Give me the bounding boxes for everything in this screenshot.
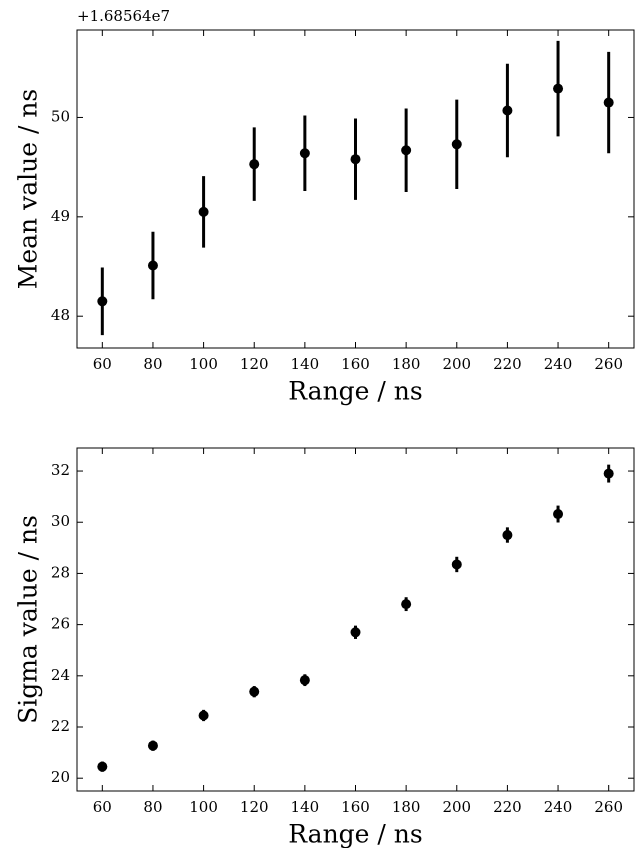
y-tick-label: 49 [51, 207, 70, 225]
data-point [350, 154, 361, 165]
x-axis-label: Range / ns [288, 377, 422, 406]
y-axis-label: Sigma value / ns [14, 515, 43, 724]
data-point [350, 627, 361, 638]
x-tick-label: 140 [291, 798, 320, 816]
x-tick-label: 120 [240, 355, 269, 373]
y-tick-label: 48 [51, 306, 70, 324]
x-tick-label: 140 [291, 355, 320, 373]
data-point [553, 83, 564, 94]
y-axis-label: Mean value / ns [14, 89, 43, 290]
data-point [97, 296, 108, 307]
x-tick-label: 240 [544, 355, 573, 373]
data-point [147, 740, 158, 751]
x-axis-label: Range / ns [288, 820, 422, 848]
data-point [147, 260, 158, 271]
data-point [198, 710, 209, 721]
data-point [401, 599, 412, 610]
data-point [451, 139, 462, 150]
data-point [603, 468, 614, 479]
y-tick-label: 28 [51, 563, 70, 581]
data-point [451, 559, 462, 570]
y-tick-label: 32 [51, 461, 70, 479]
data-point [249, 159, 260, 170]
x-tick-label: 260 [594, 355, 623, 373]
data-point [603, 97, 614, 108]
data-point [299, 148, 310, 159]
x-tick-label: 180 [392, 355, 421, 373]
x-tick-label: 220 [493, 355, 522, 373]
y-tick-label: 26 [51, 615, 70, 633]
plot-frame [76, 447, 635, 792]
data-point [97, 761, 108, 772]
plot-frame [76, 29, 635, 349]
x-tick-label: 160 [341, 355, 370, 373]
x-tick-label: 80 [143, 355, 162, 373]
x-tick-label: 240 [544, 798, 573, 816]
y-tick-label: 30 [51, 512, 70, 530]
data-point [198, 206, 209, 217]
data-point [401, 145, 412, 156]
y-tick-label: 20 [51, 768, 70, 786]
data-point [502, 530, 513, 541]
y-tick-label: 50 [51, 107, 70, 125]
x-tick-label: 100 [189, 355, 218, 373]
x-tick-label: 220 [493, 798, 522, 816]
x-tick-label: 180 [392, 798, 421, 816]
x-tick-label: 200 [442, 798, 471, 816]
data-point [299, 675, 310, 686]
data-point [249, 686, 260, 697]
x-tick-label: 100 [189, 798, 218, 816]
data-point [502, 105, 513, 116]
x-tick-label: 260 [594, 798, 623, 816]
x-tick-label: 160 [341, 798, 370, 816]
x-tick-label: 120 [240, 798, 269, 816]
data-point [553, 509, 564, 520]
x-tick-label: 200 [442, 355, 471, 373]
y-tick-label: 22 [51, 717, 70, 735]
y-tick-label: 24 [51, 666, 70, 684]
x-tick-label: 80 [143, 798, 162, 816]
x-tick-label: 60 [93, 355, 112, 373]
x-tick-label: 60 [93, 798, 112, 816]
offset-label: +1.68564e7 [77, 7, 170, 25]
